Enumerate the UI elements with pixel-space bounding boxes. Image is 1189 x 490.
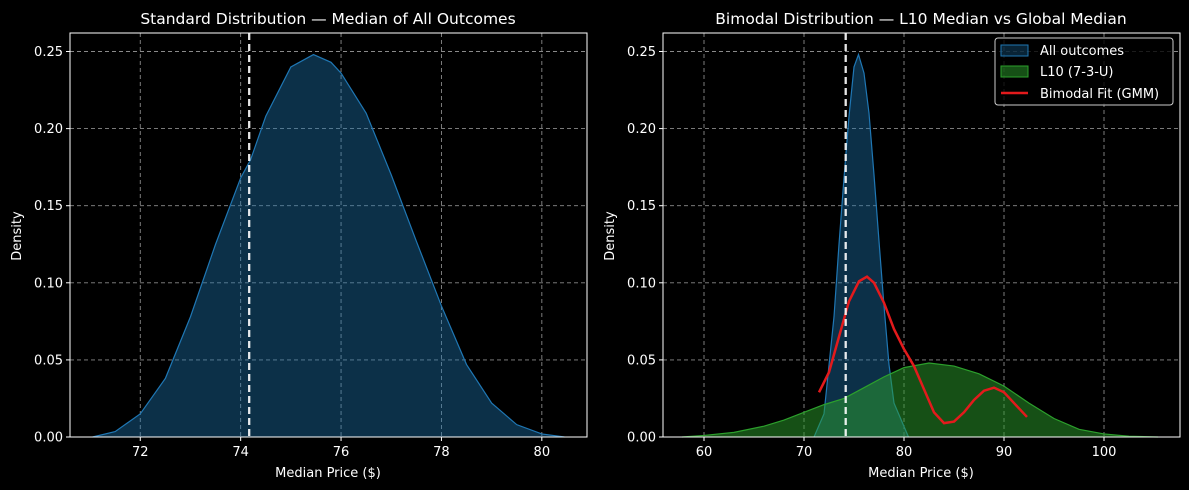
legend-label-all-outcomes: All outcomes [1040,44,1124,59]
y-tick-label: 0.15 [627,199,656,214]
chart-title: Standard Distribution — Median of All Ou… [140,10,515,28]
plot-area [681,33,1159,438]
density-line-all-outcomes [813,52,910,438]
y-tick-label: 0.10 [627,276,656,291]
density-line-all-outcomes [92,53,565,438]
x-axis-label: Median Price ($) [868,466,974,481]
axes-border [69,32,588,438]
chart-title: Bimodal Distribution — L10 Median vs Glo… [715,10,1126,28]
axes-frame [662,32,1181,438]
y-tick-label: 0.05 [627,353,656,368]
x-tick-label: 72 [132,445,149,460]
x-tick-label: 90 [996,445,1013,460]
plot-area [92,33,565,438]
ticks: 72 74 76 78 80 0.00 0.05 0.10 0.15 0.20 0.25 [34,45,550,460]
x-tick-label: 100 [1092,445,1117,460]
legend-label-gmm: Bimodal Fit (GMM) [1040,87,1159,102]
y-tick-label: 0.25 [34,45,63,60]
y-tick-label: 0.20 [627,122,656,137]
legend-swatch-l10 [1000,65,1029,78]
density-area-l10-7-3-u [682,362,1158,437]
axes-border [662,32,1181,438]
y-tick-label: 0.20 [34,122,63,137]
x-tick-label: 78 [433,445,450,460]
density-line-l10-7-3-u [681,362,1159,438]
x-axis-label: Median Price ($) [275,466,381,481]
y-tick-label: 0.00 [627,431,656,446]
axes-frame [69,32,588,438]
legend-box [994,37,1174,106]
legend: All outcomes L10 (7-3-U) Bimodal Fit (GM… [994,37,1174,106]
legend-label-l10: L10 (7-3-U) [1040,65,1114,80]
y-axis-label: Density [10,211,25,261]
x-tick-label: 60 [696,445,713,460]
x-tick-label: 74 [232,445,249,460]
y-tick-label: 0.15 [34,199,63,214]
chart-standard-distribution: Standard Distribution — Median of All Ou… [10,10,588,481]
y-tick-label: 0.10 [34,276,63,291]
y-tick-label: 0.25 [627,45,656,60]
fit-line-bimodal-fit-gmm [817,275,1028,425]
x-tick-label: 76 [333,445,350,460]
chart-bimodal-distribution: Bimodal Distribution — L10 Median vs Glo… [603,10,1181,481]
y-axis-label: Density [603,211,618,261]
x-tick-label: 70 [796,445,813,460]
x-tick-label: 80 [896,445,913,460]
legend-swatch-all-outcomes [1000,44,1029,57]
y-tick-label: 0.00 [34,431,63,446]
x-tick-label: 80 [534,445,551,460]
y-tick-label: 0.05 [34,353,63,368]
density-area-all-outcomes [92,54,565,438]
ticks: 60 70 80 90 100 0.00 0.05 0.10 0.15 0.20 0.25 [627,45,1116,460]
